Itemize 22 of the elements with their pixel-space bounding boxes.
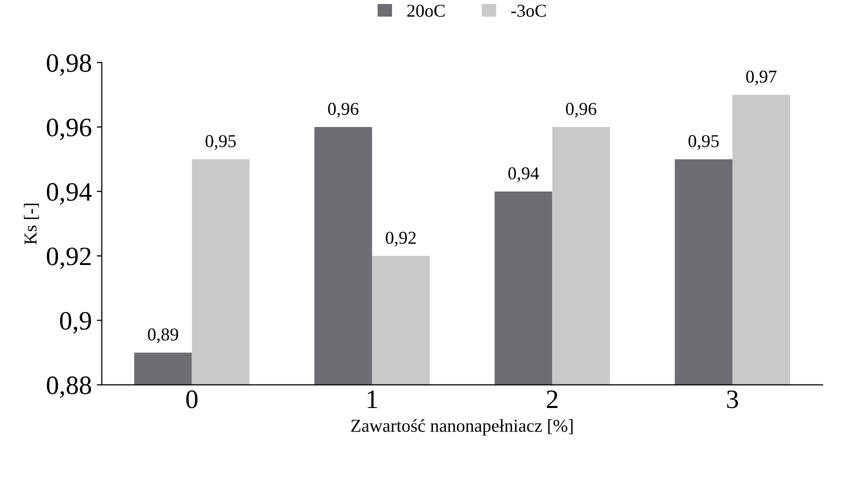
data-label: 0,96 <box>328 102 358 118</box>
x-tick-label: 2 <box>546 390 558 408</box>
y-tick-label: 0,92 <box>46 248 91 270</box>
y-tick-label: 0,94 <box>46 183 92 205</box>
data-label: 0,95 <box>206 135 236 150</box>
x-tick-label: 0 <box>186 390 198 408</box>
x-tick-label: 3 <box>727 390 738 408</box>
legend-label: 20oC <box>407 4 445 17</box>
y-axis-title: Ks [-] <box>24 204 39 244</box>
data-label: 0,96 <box>566 102 596 118</box>
legend-label: -3oC <box>511 4 546 17</box>
data-label: 0,97 <box>746 70 777 86</box>
data-label: 0,92 <box>386 232 416 246</box>
y-tick-label: 0,98 <box>46 54 92 76</box>
y-tick-label: 0,88 <box>46 376 92 398</box>
data-label: 0,95 <box>688 135 719 150</box>
y-tick-label: 0,9 <box>60 312 91 334</box>
x-tick-label: 1 <box>368 390 378 408</box>
y-tick-label: 0,96 <box>46 118 92 140</box>
x-axis-title: Zawartość nanonapełniacz [%] <box>351 419 573 436</box>
data-label: 0,94 <box>508 167 539 182</box>
data-label: 0,89 <box>148 328 178 344</box>
